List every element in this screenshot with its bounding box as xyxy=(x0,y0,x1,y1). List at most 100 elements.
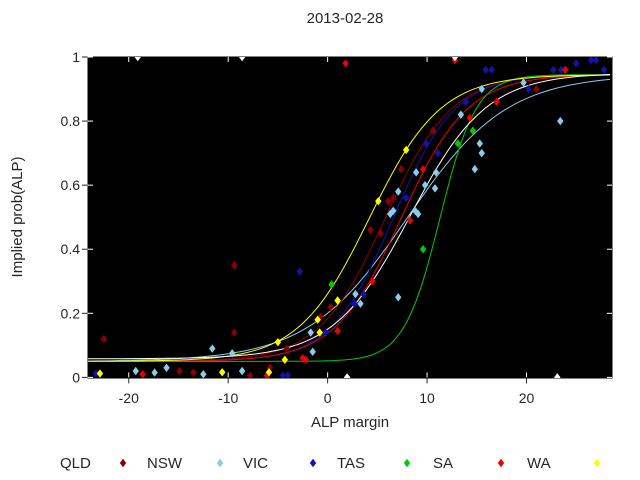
legend-item-SA: SA xyxy=(433,455,505,472)
point-NSW xyxy=(390,206,397,215)
point-QLD xyxy=(230,261,238,270)
point-SA xyxy=(302,355,309,364)
point-NSW xyxy=(412,168,420,177)
y-tick-label: 0.2 xyxy=(61,305,81,321)
point-QLD xyxy=(533,84,540,94)
legend-label-WA: WA xyxy=(527,455,551,472)
legend-item-TAS: TAS xyxy=(337,455,411,472)
point-WA xyxy=(375,196,382,206)
x-tick-label: -20 xyxy=(119,390,139,406)
point-NSW xyxy=(307,328,314,337)
point-NSW xyxy=(132,366,139,376)
point-SA xyxy=(263,371,271,378)
point-NSW xyxy=(352,289,359,299)
point-VIC xyxy=(284,371,292,378)
point-NSW xyxy=(200,369,207,378)
point-WA xyxy=(96,369,104,378)
point-QLD xyxy=(377,229,384,238)
legend-marker-QLD xyxy=(119,458,127,468)
x-tick-label: 20 xyxy=(519,390,535,406)
points-QLD xyxy=(100,84,540,378)
points-TAS xyxy=(328,126,476,289)
point-NSW xyxy=(395,187,402,196)
point-SA xyxy=(334,326,341,336)
point-NSW xyxy=(557,116,564,126)
point-WA xyxy=(334,296,341,305)
point-WA xyxy=(274,337,282,347)
point-QLD xyxy=(176,366,183,376)
x-tick-label: 10 xyxy=(419,390,435,406)
point-NSW xyxy=(471,164,478,174)
y-tick-label: 0 xyxy=(72,369,80,385)
legend-item-QLD: QLD xyxy=(60,455,127,472)
point-QLD xyxy=(230,328,238,337)
point-VIC xyxy=(92,369,100,378)
curve-TAS xyxy=(88,74,611,362)
point-SA xyxy=(406,216,414,225)
point-NSW xyxy=(478,148,485,158)
point-VIC xyxy=(296,267,303,276)
point-WA xyxy=(281,355,289,364)
point-WA xyxy=(265,368,273,377)
point-QLD xyxy=(385,196,392,206)
point-SA xyxy=(466,113,474,123)
point-SA xyxy=(342,59,349,68)
point-NSW xyxy=(414,209,422,219)
point-VIC xyxy=(587,57,595,65)
point-VIC xyxy=(600,65,608,75)
point-NSW xyxy=(209,344,216,353)
point-QLD xyxy=(283,344,291,353)
point-NSW xyxy=(431,184,439,193)
legend-marker-TAS xyxy=(403,458,411,468)
x-axis-label: ALP margin xyxy=(311,414,389,431)
point-NSW xyxy=(309,347,316,356)
point-QLD xyxy=(100,334,108,344)
legend-item-NSW: NSW xyxy=(147,455,224,472)
point-white xyxy=(134,57,141,62)
point-VIC xyxy=(351,299,358,308)
point-QLD xyxy=(390,193,397,203)
curve-NSW xyxy=(88,78,611,362)
point-QLD xyxy=(398,164,405,174)
curve-WA xyxy=(88,74,611,362)
point-white xyxy=(451,57,459,62)
legend-label-NSW: NSW xyxy=(147,455,183,472)
point-VIC xyxy=(279,371,287,378)
axis-ticks xyxy=(82,56,612,384)
data-points xyxy=(92,57,608,378)
point-VIC xyxy=(462,97,470,107)
point-NSW xyxy=(228,349,236,358)
legend-label-TAS: TAS xyxy=(337,455,365,472)
legend: QLD NSW VIC TAS SA WA xyxy=(60,455,601,472)
point-TAS xyxy=(454,139,462,148)
point-VIC xyxy=(488,65,495,75)
point-QLD xyxy=(327,302,334,312)
point-VIC xyxy=(558,65,565,75)
point-QLD xyxy=(246,371,254,378)
point-NSW xyxy=(357,299,364,308)
legend-item-WA: WA xyxy=(527,455,601,472)
point-VIC xyxy=(360,289,367,299)
point-NSW xyxy=(520,78,527,87)
point-TAS xyxy=(419,245,427,254)
point-white xyxy=(554,373,561,378)
y-tick-label: 0.6 xyxy=(61,177,81,193)
y-tick-label: 0.8 xyxy=(61,113,81,129)
point-white xyxy=(238,57,246,62)
point-QLD xyxy=(429,126,437,135)
point-WA xyxy=(219,368,226,377)
chart-title: 2013-02-28 xyxy=(307,10,384,27)
point-NSW xyxy=(151,368,158,377)
point-SA xyxy=(562,65,569,75)
x-tick-label: 0 xyxy=(324,390,332,406)
axis-tick-labels: -20 -10 0 10 20 0 0.2 0.4 0.6 0.8 1 xyxy=(61,49,535,406)
point-VIC xyxy=(550,65,557,75)
y-axis-label: Implied prob(ALP) xyxy=(9,157,26,278)
point-NSW xyxy=(457,110,465,119)
points-white-marks xyxy=(134,57,561,378)
point-SA xyxy=(419,164,427,174)
point-VIC xyxy=(422,139,430,148)
point-VIC xyxy=(525,84,532,94)
point-VIC xyxy=(592,57,600,65)
